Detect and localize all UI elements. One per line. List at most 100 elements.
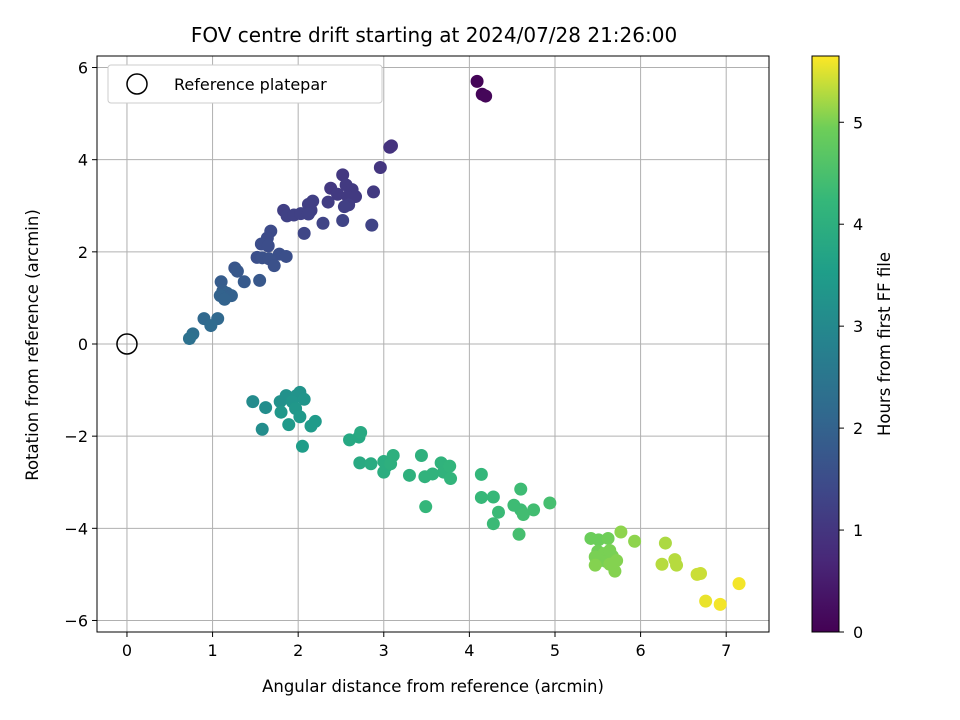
data-point bbox=[279, 249, 293, 263]
y-axis-label: Rotation from reference (arcmin) bbox=[23, 209, 42, 481]
data-point bbox=[297, 226, 311, 240]
data-point bbox=[543, 496, 557, 510]
data-point bbox=[218, 292, 232, 306]
data-point bbox=[261, 239, 275, 253]
data-point bbox=[699, 594, 713, 608]
data-point bbox=[474, 490, 488, 504]
data-point bbox=[295, 439, 309, 453]
data-point bbox=[384, 457, 398, 471]
x-axis-label: Angular distance from reference (arcmin) bbox=[262, 677, 604, 696]
data-point bbox=[301, 207, 315, 221]
data-point bbox=[479, 89, 493, 103]
data-point bbox=[230, 264, 244, 278]
data-point bbox=[354, 425, 368, 439]
data-point bbox=[353, 456, 367, 470]
data-point bbox=[512, 527, 526, 541]
x-tick-label: 0 bbox=[122, 641, 132, 660]
data-point bbox=[658, 536, 672, 550]
y-tick-label: −4 bbox=[64, 519, 88, 538]
data-point bbox=[694, 566, 708, 580]
data-point bbox=[321, 195, 335, 209]
data-point bbox=[426, 467, 440, 481]
colorbar-gradient bbox=[811, 55, 840, 633]
data-point bbox=[713, 597, 727, 611]
data-point bbox=[601, 531, 615, 545]
data-point bbox=[204, 319, 218, 333]
data-point bbox=[367, 185, 381, 199]
colorbar-tick-label: 3 bbox=[853, 317, 863, 336]
colorbar-ticks: 0 1 2 3 4 5 bbox=[839, 113, 863, 642]
colorbar-label: Hours from first FF file bbox=[875, 252, 894, 436]
data-point bbox=[486, 490, 500, 504]
data-point bbox=[365, 218, 379, 232]
data-point bbox=[246, 395, 260, 409]
data-point bbox=[182, 331, 196, 345]
x-tick-label: 5 bbox=[550, 641, 560, 660]
data-point bbox=[732, 577, 746, 591]
colorbar-tick-label: 5 bbox=[853, 113, 863, 132]
reference-marker bbox=[116, 333, 138, 355]
data-point bbox=[414, 449, 428, 463]
data-point bbox=[331, 187, 345, 201]
data-point bbox=[527, 503, 541, 517]
legend-label: Reference platepar bbox=[174, 75, 327, 94]
data-point bbox=[336, 168, 350, 182]
x-tick-label: 7 bbox=[721, 641, 731, 660]
data-point bbox=[444, 472, 458, 486]
data-points bbox=[116, 74, 746, 611]
data-point bbox=[364, 457, 378, 471]
data-point bbox=[237, 275, 251, 289]
y-tick-label: 0 bbox=[78, 335, 88, 354]
y-tick-label: 4 bbox=[78, 151, 88, 170]
colorbar-tick-label: 2 bbox=[853, 419, 863, 438]
data-point bbox=[516, 507, 530, 521]
data-point bbox=[308, 414, 322, 428]
legend-box bbox=[107, 64, 383, 104]
colorbar-tick-label: 1 bbox=[853, 521, 863, 540]
data-point bbox=[443, 459, 457, 473]
legend-marker bbox=[126, 73, 148, 95]
data-point bbox=[603, 557, 617, 571]
x-tick-label: 1 bbox=[207, 641, 217, 660]
data-point bbox=[293, 410, 307, 424]
data-point bbox=[588, 558, 602, 572]
y-tick-label: −2 bbox=[64, 427, 88, 446]
data-point bbox=[316, 216, 330, 230]
data-point bbox=[486, 517, 500, 531]
colorbar-tick-label: 4 bbox=[853, 215, 863, 234]
y-tick-label: 6 bbox=[78, 59, 88, 78]
data-point bbox=[614, 525, 628, 539]
data-point bbox=[491, 505, 505, 519]
data-point bbox=[419, 500, 433, 514]
data-point bbox=[670, 558, 684, 572]
colorbar-tick-label: 0 bbox=[853, 623, 863, 642]
data-point bbox=[267, 259, 281, 273]
axis-ticks: 0 1 2 3 4 5 6 7 −6 −4 −2 0 2 4 6 bbox=[64, 59, 731, 660]
x-tick-label: 3 bbox=[379, 641, 389, 660]
data-point bbox=[628, 534, 642, 548]
data-point bbox=[274, 405, 288, 419]
data-point bbox=[655, 557, 669, 571]
grid-lines bbox=[97, 56, 769, 632]
x-tick-label: 6 bbox=[635, 641, 645, 660]
data-point bbox=[402, 468, 416, 482]
data-point bbox=[282, 418, 296, 432]
colorbar: 0 1 2 3 4 5 Hours from first FF file bbox=[811, 55, 894, 642]
data-point bbox=[336, 214, 350, 228]
data-point bbox=[373, 161, 387, 175]
data-point bbox=[259, 401, 273, 415]
data-point bbox=[255, 422, 269, 436]
data-point bbox=[253, 273, 267, 287]
data-point bbox=[514, 482, 528, 496]
data-point bbox=[337, 200, 351, 214]
y-tick-label: 2 bbox=[78, 243, 88, 262]
y-tick-label: −6 bbox=[64, 611, 88, 630]
x-tick-label: 4 bbox=[464, 641, 474, 660]
data-point bbox=[470, 74, 484, 88]
data-point bbox=[474, 467, 488, 481]
x-tick-label: 2 bbox=[293, 641, 303, 660]
legend: Reference platepar bbox=[107, 64, 383, 104]
data-point bbox=[384, 139, 398, 153]
chart-title: FOV centre drift starting at 2024/07/28 … bbox=[191, 23, 677, 47]
